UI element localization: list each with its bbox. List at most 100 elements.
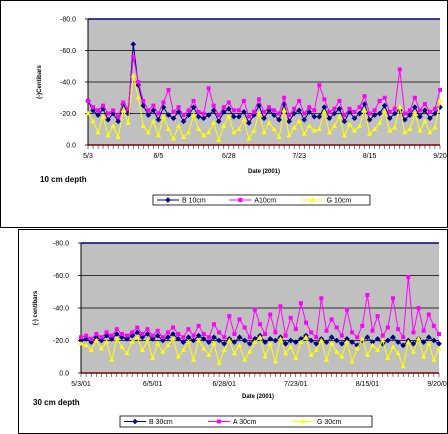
data-point-g-10cm	[402, 129, 408, 135]
y-axis-title: (-)Centibars	[37, 65, 43, 99]
data-point-a-30cm	[186, 327, 191, 332]
data-point-g-10cm	[130, 72, 136, 78]
data-point-b-30cm	[308, 337, 315, 344]
data-point-g-10cm	[150, 118, 156, 124]
data-point-g-10cm	[326, 129, 332, 135]
data-point-a10cm	[146, 108, 151, 113]
data-point-a10cm	[166, 87, 171, 92]
data-point-a10cm	[352, 109, 357, 114]
data-point-b-10cm	[235, 113, 242, 120]
y-tick-label: -60.0	[53, 273, 69, 280]
data-point-a-30cm	[370, 328, 375, 333]
data-point-a10cm	[111, 108, 116, 113]
data-point-b-10cm	[301, 116, 308, 123]
data-point-g-10cm	[135, 94, 141, 100]
data-point-g-10cm	[216, 137, 222, 143]
data-point-g-10cm	[392, 124, 398, 130]
legend-entry-label: B 10cm	[182, 198, 206, 205]
data-point-a-30cm	[421, 328, 426, 333]
data-point-a-30cm	[258, 322, 262, 327]
data-point-b-10cm	[376, 110, 383, 117]
data-point-a-30cm	[309, 330, 314, 335]
data-point-a-30cm	[329, 317, 334, 322]
data-point-a-30cm	[360, 323, 365, 328]
data-point-a-30cm	[375, 314, 380, 319]
data-point-b-30cm	[165, 334, 171, 341]
data-point-a10cm	[171, 109, 176, 114]
data-point-a-30cm	[406, 275, 411, 280]
data-point-g-10cm	[206, 129, 212, 135]
data-point-g-30cm	[257, 334, 263, 340]
data-point-a10cm	[317, 83, 322, 88]
data-point-a-30cm	[350, 330, 355, 335]
x-tick-label: 6/28/01	[213, 381, 236, 388]
data-point-b-10cm	[165, 112, 172, 118]
chart-10cm: 0.0 -20.0 -40.0 -60.0 -80.0 5/3 6/5 6/28 7/23 8/…	[0, 0, 448, 228]
data-point-g-30cm	[421, 353, 427, 359]
data-point-b-10cm	[311, 113, 318, 120]
y-tick-label: -40.0	[60, 80, 76, 87]
data-point-b-10cm	[145, 112, 152, 118]
data-point-a10cm	[322, 97, 327, 102]
data-point-b-30cm	[395, 339, 401, 346]
data-point-a10cm	[272, 108, 277, 113]
data-point-g-10cm	[427, 129, 433, 135]
data-point-a10cm	[337, 98, 342, 103]
data-point-a-30cm	[160, 335, 165, 340]
data-point-a-30cm	[273, 330, 278, 335]
x-tick-label: 9/20	[433, 153, 447, 160]
data-point-a10cm	[287, 113, 292, 118]
data-point-g-30cm	[155, 340, 161, 346]
y-axis-ticks: 0.0 -20.0 -40.0 -60.0 -80.0	[60, 17, 88, 150]
data-point-a-30cm	[390, 296, 395, 301]
data-point-a-30cm	[298, 301, 303, 306]
data-point-a-30cm	[339, 333, 344, 338]
data-point-b-30cm	[400, 342, 407, 349]
data-point-b-10cm	[432, 110, 438, 117]
data-point-a-30cm	[401, 335, 406, 340]
data-point-g-30cm	[98, 345, 105, 351]
data-point-a10cm	[91, 105, 96, 110]
data-point-g-30cm	[364, 352, 370, 357]
series-group	[78, 275, 442, 369]
data-point-g-30cm	[313, 347, 319, 353]
data-point-b-10cm	[180, 118, 187, 125]
data-point-b-10cm	[175, 109, 182, 115]
data-point-a-30cm	[304, 320, 309, 325]
data-point-a10cm	[176, 105, 181, 110]
data-point-g-30cm	[170, 336, 176, 341]
data-point-a-30cm	[181, 335, 186, 340]
data-point-g-30cm	[216, 360, 222, 366]
data-point-a-30cm	[268, 312, 273, 317]
data-point-b-10cm	[331, 110, 338, 117]
data-point-a10cm	[231, 108, 236, 113]
data-point-g-10cm	[120, 107, 126, 113]
data-point-b-10cm	[371, 112, 378, 118]
data-point-b-10cm	[286, 118, 293, 125]
data-point-a-30cm	[140, 332, 145, 336]
data-point-b-10cm	[261, 115, 267, 122]
data-point-a-30cm	[252, 307, 257, 312]
legend-entry-label: A10cm	[254, 198, 276, 205]
data-point-a10cm	[191, 98, 196, 103]
data-point-a10cm	[367, 111, 372, 116]
data-point-a10cm	[161, 100, 166, 105]
data-point-a-30cm	[171, 325, 176, 330]
data-point-b-30cm	[313, 340, 320, 347]
data-point-g-30cm	[400, 363, 406, 369]
data-point-a-30cm	[385, 325, 390, 330]
data-point-a10cm	[342, 113, 347, 118]
data-point-g-10cm	[175, 123, 182, 128]
data-point-g-30cm	[344, 339, 350, 344]
data-point-g-30cm	[293, 355, 299, 361]
data-point-a10cm	[392, 106, 397, 111]
data-point-g-30cm	[405, 339, 411, 344]
x-tick-label: 7/23/01	[284, 381, 307, 388]
data-point-b-30cm	[282, 340, 289, 347]
data-point-b-10cm	[406, 112, 413, 118]
data-point-g-30cm	[385, 355, 391, 361]
data-point-a-30cm	[211, 322, 216, 327]
data-point-g-10cm	[191, 112, 197, 117]
data-point-g-30cm	[83, 342, 89, 348]
